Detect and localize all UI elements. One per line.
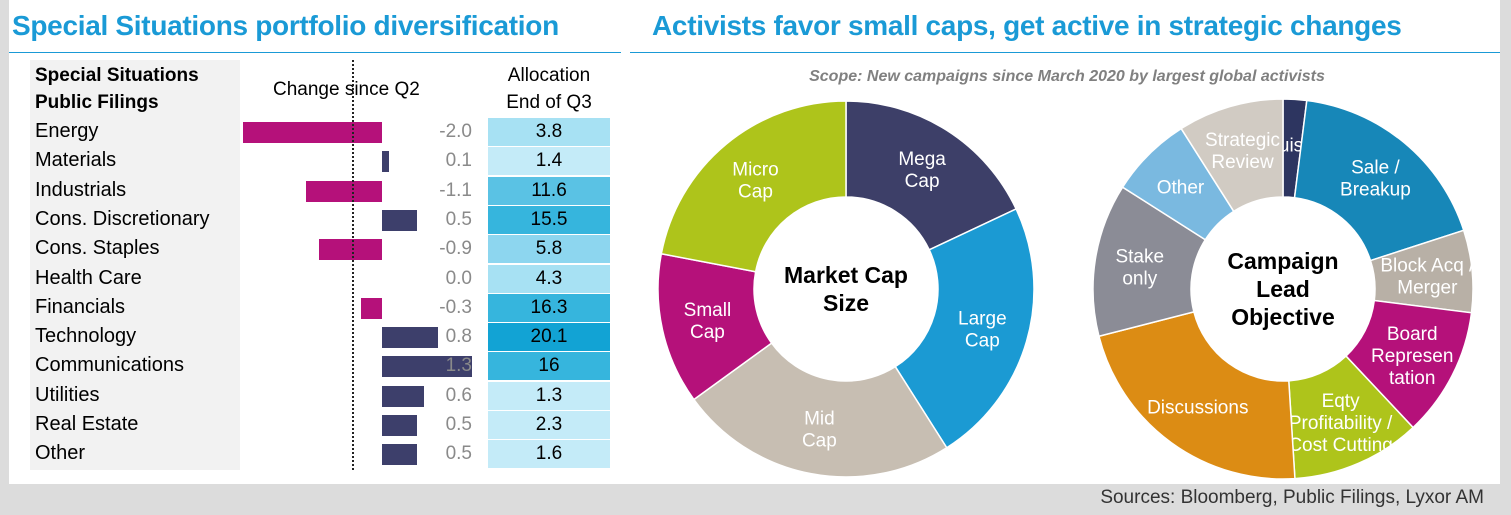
table-row: Real Estate 0.5 2.3 bbox=[30, 411, 610, 440]
sector-header-line-2: Public Filings bbox=[35, 92, 159, 113]
sector-name: Financials bbox=[35, 295, 126, 318]
market-cap-donut-slice bbox=[660, 100, 847, 273]
table-row: Financials -0.3 16.3 bbox=[30, 293, 610, 323]
market-cap-donut-slice-label: Micro Cap bbox=[732, 160, 778, 203]
campaign-objective-donut-slice-label: Stake only bbox=[1115, 246, 1164, 289]
market-cap-donut-slice-label: Mid Cap bbox=[802, 408, 837, 451]
table-row: Energy -2.0 3.8 bbox=[30, 118, 610, 147]
table-row: Technology 0.8 20.1 bbox=[30, 323, 610, 352]
campaign-objective-donut-slice-label: Sale / Breakup bbox=[1340, 157, 1411, 200]
change-bar bbox=[243, 122, 382, 143]
sources-note: Sources: Bloomberg, Public Filings, Lyxo… bbox=[1100, 487, 1484, 508]
allocation-cell: 2.3 bbox=[488, 411, 610, 439]
sector-name: Communications bbox=[35, 354, 184, 377]
sector-column-background bbox=[30, 60, 240, 470]
change-bar bbox=[305, 180, 382, 202]
change-bar bbox=[382, 327, 438, 349]
sector-name: Materials bbox=[35, 149, 117, 172]
change-value: 0.5 bbox=[445, 208, 472, 230]
change-value: 0.5 bbox=[445, 414, 472, 435]
allocation-cell: 1.6 bbox=[488, 440, 610, 469]
campaign-objective-donut-slice-label: Other bbox=[1157, 177, 1205, 198]
campaign-objective-donut-center-label: Campaign Lead Objective bbox=[1227, 248, 1338, 330]
donut-scope-subtitle: Scope: New campaigns since March 2020 by… bbox=[809, 68, 1325, 85]
allocation-cell: 3.8 bbox=[488, 118, 610, 146]
allocation-header-line-1: Allocation bbox=[507, 65, 591, 86]
change-column-header: Change since Q2 bbox=[273, 79, 420, 100]
change-bar bbox=[319, 239, 382, 261]
table-row: Industrials -1.1 11.6 bbox=[30, 176, 610, 206]
allocation-cell: 1.3 bbox=[488, 381, 610, 410]
change-bar bbox=[382, 444, 417, 466]
table-row: Materials 0.1 1.4 bbox=[30, 147, 610, 176]
allocation-cell: 16 bbox=[488, 352, 610, 381]
campaign-objective-donut-slice bbox=[1293, 99, 1465, 262]
allocation-cell: 4.3 bbox=[488, 264, 610, 293]
change-bar bbox=[361, 297, 382, 319]
sector-allocation-table: Special Situations Public Filings Change… bbox=[30, 60, 610, 472]
market-cap-donut-slice-label: Small Cap bbox=[684, 300, 732, 343]
allocation-cell: 1.4 bbox=[488, 147, 610, 176]
change-bar bbox=[382, 209, 417, 231]
change-value: -0.9 bbox=[439, 238, 472, 260]
campaign-objective-donut-slice-label: Strategic Review bbox=[1205, 130, 1280, 173]
sector-name: Industrials bbox=[35, 178, 127, 201]
sector-name: Health Care bbox=[35, 266, 142, 289]
campaign-objective-donut-slice-label: Board Represen tation bbox=[1371, 324, 1453, 389]
campaign-objective-donut-slice-label: Block Acq / Merger bbox=[1380, 255, 1475, 298]
allocation-cell: 11.6 bbox=[488, 176, 610, 205]
campaign-objective-donut-slice bbox=[1098, 310, 1296, 480]
change-value: 0.0 bbox=[445, 267, 472, 289]
change-value: 0.5 bbox=[445, 443, 472, 465]
allocation-cell: 16.3 bbox=[488, 293, 610, 322]
table-row: Other 0.5 1.6 bbox=[30, 440, 610, 469]
sector-name: Cons. Discretionary bbox=[35, 207, 210, 230]
market-cap-donut-center-label: Market Cap Size bbox=[784, 262, 908, 316]
left-panel-title: Special Situations portfolio diversifica… bbox=[12, 10, 559, 41]
change-value: 1.3 bbox=[445, 355, 472, 377]
allocation-header-line-2: End of Q3 bbox=[506, 92, 592, 113]
market-cap-donut-slice bbox=[894, 207, 1035, 449]
table-row: Cons. Staples -0.9 5.8 bbox=[30, 235, 610, 264]
sector-name: Other bbox=[35, 442, 86, 465]
change-bar bbox=[382, 356, 473, 378]
change-value: -1.1 bbox=[439, 179, 472, 201]
change-bar bbox=[382, 415, 417, 436]
table-row: Health Care 0.0 4.3 bbox=[30, 264, 610, 294]
change-value: 0.8 bbox=[445, 326, 472, 348]
sector-name: Utilities bbox=[35, 383, 100, 406]
left-title-rule bbox=[9, 52, 621, 53]
market-cap-donut-slice-label: Mega Cap bbox=[898, 149, 946, 192]
table-row: Communications 1.3 16 bbox=[30, 352, 610, 381]
sector-name: Cons. Staples bbox=[35, 237, 160, 260]
campaign-objective-donut-slice-label: Eqty Profitability / Cost Cutting bbox=[1288, 391, 1393, 456]
allocation-cell: 5.8 bbox=[488, 235, 610, 264]
change-value: -0.3 bbox=[439, 296, 472, 318]
right-panel-title: Activists favor small caps, get active i… bbox=[652, 10, 1402, 41]
change-bar bbox=[382, 151, 389, 173]
sector-name: Energy bbox=[35, 120, 99, 142]
allocation-cell: 15.5 bbox=[488, 205, 610, 234]
change-bar bbox=[382, 385, 424, 407]
allocation-column-header: Allocation End of Q3 bbox=[488, 62, 610, 116]
table-row: Cons. Discretionary 0.5 15.5 bbox=[30, 205, 610, 235]
zero-axis-line bbox=[352, 60, 354, 470]
allocation-cell: 20.1 bbox=[488, 323, 610, 352]
market-cap-donut-slice bbox=[692, 342, 948, 478]
right-title-rule bbox=[630, 52, 1500, 53]
sector-header-line-1: Special Situations bbox=[35, 65, 199, 86]
change-value: 0.6 bbox=[445, 384, 472, 406]
market-cap-donut-slice-label: Large Cap bbox=[958, 309, 1007, 352]
campaign-objective-donut-slice bbox=[1180, 98, 1284, 213]
market-cap-donut-slice bbox=[845, 100, 1018, 251]
change-value: 0.1 bbox=[445, 150, 472, 172]
campaign-objective-donut-slice-label: Discussions bbox=[1147, 397, 1248, 418]
sector-column-header: Special Situations Public Filings bbox=[35, 62, 199, 116]
change-value: -2.0 bbox=[439, 121, 472, 142]
sector-name: Real Estate bbox=[35, 413, 139, 435]
sector-name: Technology bbox=[35, 325, 137, 348]
table-row: Utilities 0.6 1.3 bbox=[30, 381, 610, 411]
